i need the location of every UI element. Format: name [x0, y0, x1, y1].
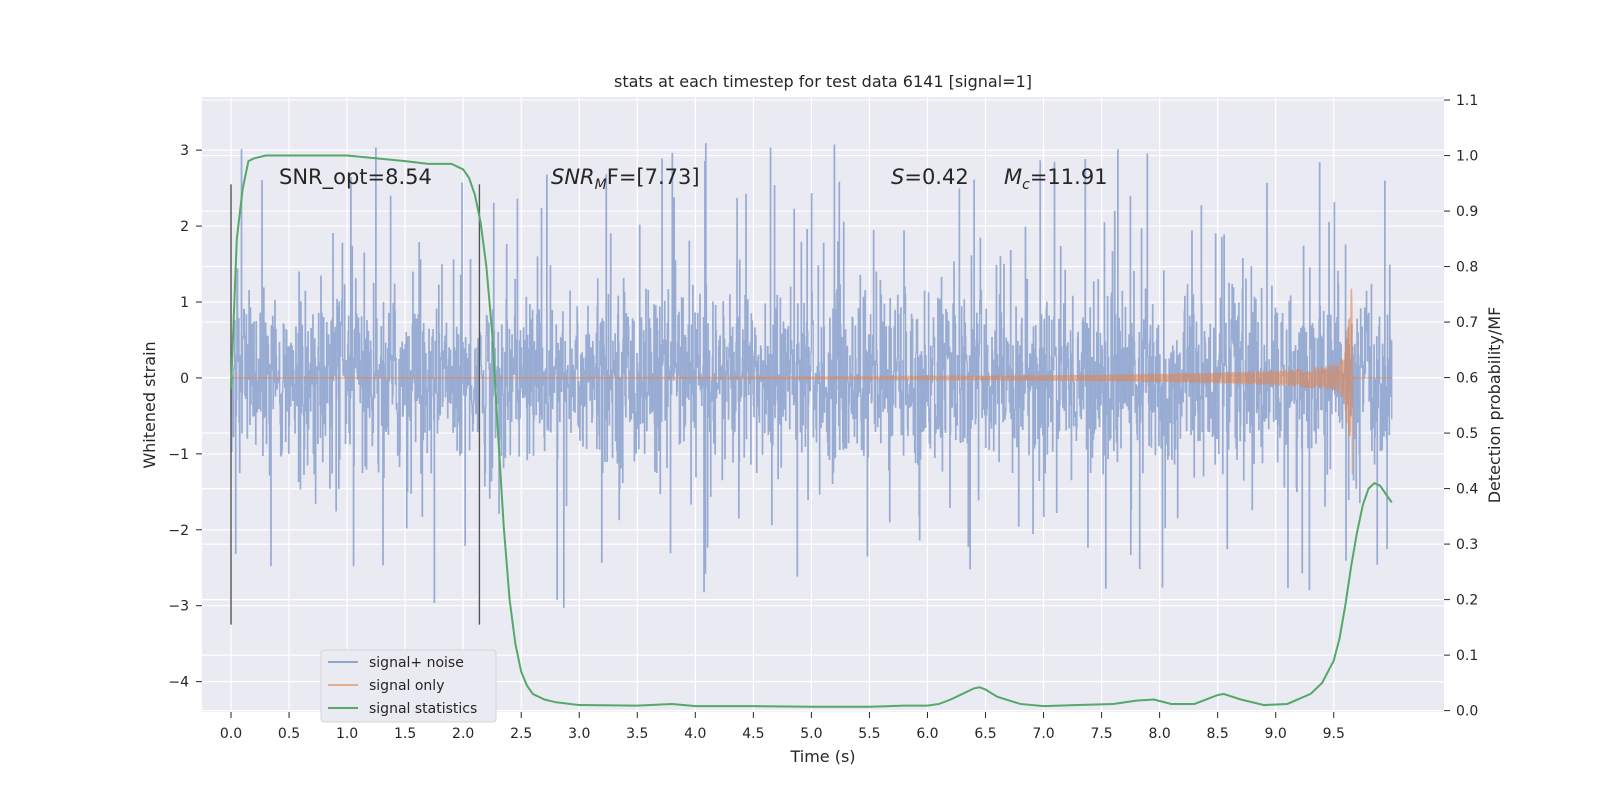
- y-left-tick-label: 2: [180, 219, 189, 235]
- y-left-tick-label: −2: [168, 523, 189, 539]
- y-left-axis-ticks: 3 2 1 0 −1 −2 −3 −4: [168, 143, 202, 691]
- annotation-snr-mf-main: SNR: [551, 165, 595, 189]
- x-tick-label: 0.5: [278, 726, 300, 742]
- x-tick-label: 0.0: [220, 726, 242, 742]
- y-left-tick-label: 1: [180, 295, 189, 311]
- y-right-tick-label: 0.5: [1456, 426, 1478, 442]
- y-right-axis-ticks: 1.1 1.0 0.9 0.8 0.7 0.6 0.5 0.4 0.3 0.2 0.1 0.0: [1444, 93, 1478, 720]
- annotation-mc: Mc=11.91: [1004, 165, 1108, 193]
- annotation-s-value: =0.42: [904, 165, 968, 189]
- legend-box: [320, 649, 497, 723]
- x-tick-label: 2.0: [452, 726, 474, 742]
- annotation-mc-sub: c: [1022, 177, 1030, 193]
- y-left-tick-label: −1: [168, 447, 189, 463]
- x-tick-label: 4.5: [742, 726, 764, 742]
- y-left-tick-label: −3: [168, 599, 189, 615]
- y-right-tick-label: 0.4: [1456, 482, 1478, 498]
- x-tick-label: 7.5: [1090, 726, 1112, 742]
- signal-plus-noise-line: [230, 143, 1393, 608]
- x-tick-label: 2.5: [510, 726, 532, 742]
- y-right-tick-label: 0.1: [1456, 648, 1478, 664]
- y-right-tick-label: 0.0: [1456, 704, 1478, 720]
- signal-statistics-line: [230, 154, 1393, 708]
- y-right-tick-label: 1.0: [1456, 149, 1478, 165]
- annotation-snr-mf: SNRMF=[7.73]: [551, 165, 700, 193]
- x-tick-label: 5.0: [800, 726, 822, 742]
- legend-label-signal-only: signal only: [369, 678, 444, 694]
- annotation-s-italic: S: [891, 165, 904, 189]
- y-right-tick-label: 0.8: [1456, 260, 1478, 276]
- signal-only-line: [230, 288, 1392, 475]
- x-tick-label: 6.5: [974, 726, 996, 742]
- x-tick-label: 1.0: [336, 726, 358, 742]
- y-left-axis-label: Whitened strain: [140, 341, 159, 468]
- x-tick-label: 3.0: [568, 726, 590, 742]
- y-left-tick-label: 0: [180, 371, 189, 387]
- y-right-tick-label: 1.1: [1456, 93, 1478, 109]
- x-tick-label: 5.5: [858, 726, 880, 742]
- legend-label-signal-statistics: signal statistics: [369, 701, 477, 717]
- chart-title: stats at each timestep for test data 614…: [614, 72, 1032, 91]
- series-signal-only: [230, 288, 1392, 475]
- annotation-mc-italic: M: [1004, 165, 1022, 189]
- x-tick-label: 1.5: [394, 726, 416, 742]
- x-tick-label: 4.0: [684, 726, 706, 742]
- x-tick-label: 3.5: [626, 726, 648, 742]
- vertical-markers: [230, 184, 481, 625]
- x-tick-label: 7.0: [1032, 726, 1054, 742]
- x-tick-label: 6.0: [916, 726, 938, 742]
- x-tick-label: 9.0: [1265, 726, 1287, 742]
- y-left-tick-label: −4: [168, 675, 189, 691]
- series-signal-statistics: [230, 154, 1393, 708]
- annotation-snr-mf-sub: M: [595, 177, 607, 193]
- y-right-tick-label: 0.9: [1456, 204, 1478, 220]
- legend-label-signal-plus-noise: signal+ noise: [369, 655, 464, 671]
- y-right-tick-label: 0.2: [1456, 593, 1478, 609]
- y-right-tick-label: 0.7: [1456, 315, 1478, 331]
- y-right-tick-label: 0.3: [1456, 537, 1478, 553]
- y-right-tick-label: 0.6: [1456, 371, 1478, 387]
- x-axis-label: Time (s): [789, 747, 855, 766]
- x-tick-label: 9.5: [1323, 726, 1345, 742]
- x-tick-label: 8.5: [1207, 726, 1229, 742]
- x-axis-ticks: 0.0 0.5 1.0 1.5 2.0 2.5 3.0 3.5 4.0 4.5 5.0 5.5 6.0 6…: [220, 712, 1345, 742]
- legend: signal+ noise signal only signal statist…: [320, 649, 497, 723]
- annotation-s: S=0.42: [891, 165, 969, 189]
- y-left-tick-label: 3: [180, 143, 189, 159]
- series-signal-plus-noise: [230, 143, 1393, 608]
- annotation-mc-value: =11.91: [1030, 165, 1108, 189]
- annotation-snr-mf-rest: F=[7.73]: [607, 165, 700, 189]
- y-right-axis-label: Detection probability/MF: [1485, 307, 1504, 504]
- annotation-snr-opt: SNR_opt=8.54: [279, 165, 432, 190]
- x-tick-label: 8.0: [1148, 726, 1170, 742]
